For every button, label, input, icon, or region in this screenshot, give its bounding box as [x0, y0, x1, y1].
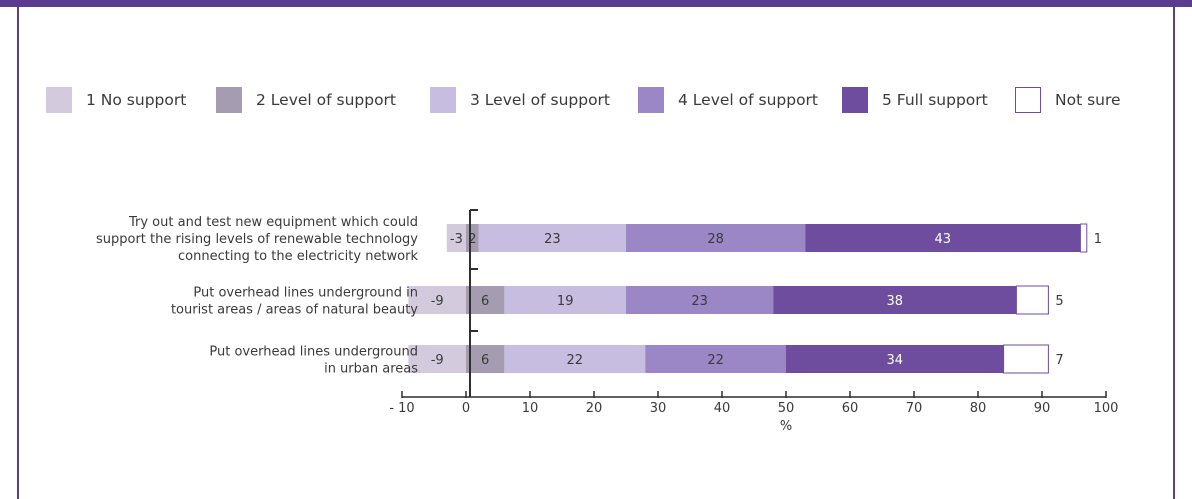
bar-segment — [805, 224, 1081, 252]
legend-item: 5 Full support — [842, 85, 988, 115]
data-label: 19 — [557, 294, 574, 309]
x-tick-label: - 10 — [389, 401, 414, 416]
data-label: 23 — [544, 232, 561, 247]
legend-label: 1 No support — [86, 91, 187, 109]
bar-segment — [1015, 285, 1049, 315]
data-label: 34 — [887, 353, 904, 368]
data-label: 22 — [707, 353, 724, 368]
category-label: Try out and test new equipment which cou… — [128, 215, 418, 230]
data-label: 7 — [1055, 353, 1063, 368]
top-accent-bar — [0, 0, 1192, 7]
x-tick-label: 20 — [586, 401, 603, 416]
legend-label: 5 Full support — [882, 91, 988, 109]
bar-segment — [408, 286, 466, 314]
category-label: support the rising levels of renewable t… — [96, 232, 418, 247]
data-label: 2 — [468, 232, 476, 247]
data-label: 43 — [935, 232, 952, 247]
bar-segment — [466, 286, 505, 314]
bar-segment — [408, 345, 466, 373]
category-label: Put overhead lines underground — [209, 345, 418, 360]
data-label: 5 — [1055, 294, 1063, 309]
x-tick-label: 70 — [906, 401, 923, 416]
bar-segment — [626, 224, 806, 252]
category-label: connecting to the electricity network — [178, 249, 418, 264]
x-tick-label: 100 — [1094, 401, 1119, 416]
x-tick-label: 90 — [1034, 401, 1051, 416]
legend-label: Not sure — [1055, 91, 1121, 109]
category-label: in urban areas — [324, 362, 418, 377]
data-label: 28 — [707, 232, 724, 247]
bar-segment — [786, 345, 1004, 373]
frame-left-border — [17, 7, 19, 499]
frame-right-border — [1173, 7, 1175, 499]
legend-swatch — [1015, 87, 1041, 113]
legend-swatch — [216, 87, 242, 113]
legend-label: 3 Level of support — [470, 91, 611, 109]
x-tick-label: 80 — [970, 401, 987, 416]
category-label: tourist areas / areas of natural beauty — [171, 303, 418, 318]
x-tick-label: 0 — [462, 401, 470, 416]
legend-label: 4 Level of support — [678, 91, 819, 109]
legend-swatch — [842, 87, 868, 113]
bar-segment — [1079, 223, 1088, 253]
chart-legend: 1 No support 2 Level of support 3 Level of… — [46, 85, 1156, 115]
bar-segment — [1003, 344, 1049, 374]
x-tick-label: 60 — [842, 401, 859, 416]
legend-item: 2 Level of support — [216, 85, 396, 115]
x-tick-label: 40 — [714, 401, 731, 416]
data-label: -3 — [450, 232, 463, 247]
data-label: 22 — [567, 353, 584, 368]
x-tick-label: 50 — [778, 401, 795, 416]
bar-segment — [478, 224, 626, 252]
bar-segment — [446, 224, 466, 252]
legend-item: 3 Level of support — [430, 85, 610, 115]
data-label: -9 — [431, 353, 444, 368]
legend-item: 4 Level of support — [638, 85, 818, 115]
legend-item: 1 No support — [46, 85, 186, 115]
data-label: 38 — [887, 294, 904, 309]
legend-swatch — [430, 87, 456, 113]
legend-item: Not sure — [1015, 85, 1121, 115]
legend-swatch — [638, 87, 664, 113]
category-label: Put overhead lines underground in — [193, 286, 418, 301]
bar-segment — [645, 345, 786, 373]
bar-segment — [504, 286, 626, 314]
data-label: -9 — [431, 294, 444, 309]
x-axis-label: % — [780, 419, 792, 434]
bar-segment — [466, 345, 505, 373]
x-tick-label: 30 — [650, 401, 667, 416]
data-label: 6 — [481, 294, 489, 309]
legend-label: 2 Level of support — [256, 91, 397, 109]
data-label: 23 — [691, 294, 708, 309]
data-label: 1 — [1094, 232, 1102, 247]
data-label: 6 — [481, 353, 489, 368]
legend-swatch — [46, 87, 72, 113]
x-tick-label: 10 — [522, 401, 539, 416]
bar-segment — [626, 286, 774, 314]
bar-segment — [773, 286, 1017, 314]
bar-segment — [504, 345, 646, 373]
